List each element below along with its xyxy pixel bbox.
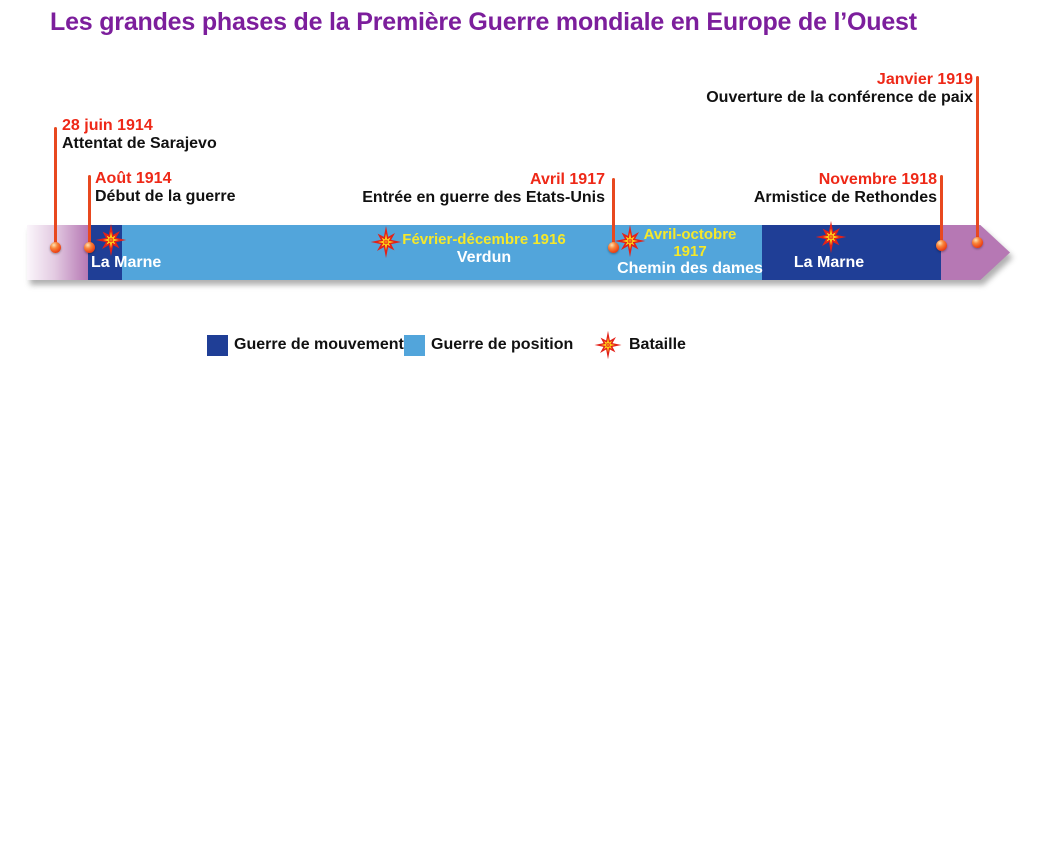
event-connector-line (976, 76, 979, 243)
battle-star-icon (593, 330, 623, 360)
legend-item-war-of-movement: Guerre de mouvement (207, 332, 404, 358)
event-connector-line (88, 175, 91, 248)
event-label: Début de la guerre (95, 188, 236, 205)
battle-star-icon (814, 220, 848, 254)
battle-label-la-marne-2: La Marne (793, 254, 865, 271)
legend-item-war-of-position: Guerre de position (404, 332, 573, 358)
battle-date-verdun: Février-décembre 1916 (402, 231, 566, 248)
battle-block-verdun: Février-décembre 1916 Verdun (392, 231, 576, 267)
event-marker-dot (84, 242, 95, 253)
event-marker-dot (50, 242, 61, 253)
phase-war-of-movement-2 (762, 225, 941, 280)
battle-star-icon (94, 223, 128, 257)
event-avril-1917: Avril 1917 Entrée en guerre des Etats-Un… (362, 171, 605, 207)
event-28-juin-1914: 28 juin 1914 Attentat de Sarajevo (62, 117, 217, 153)
event-novembre-1918: Novembre 1918 Armistice de Rethondes (754, 171, 937, 207)
legend-label: Guerre de position (431, 336, 574, 353)
battle-label-la-marne-1: La Marne (91, 254, 162, 271)
event-label: Armistice de Rethondes (753, 189, 937, 206)
battle-name-verdun: Verdun (456, 249, 512, 266)
event-date: Août 1914 (95, 170, 172, 187)
event-marker-dot (608, 242, 619, 253)
event-connector-line (54, 127, 57, 248)
event-label: Ouverture de la conférence de paix (706, 89, 973, 106)
event-label: Attentat de Sarajevo (62, 135, 217, 152)
event-date: Avril 1917 (529, 171, 605, 188)
event-date: Novembre 1918 (818, 171, 937, 188)
position-color-swatch (404, 334, 425, 356)
battle-block-chemin-des-dames: Avril-octobre 1917 Chemin des dames (610, 226, 770, 277)
event-connector-line (612, 178, 615, 248)
event-label: Entrée en guerre des Etats-Unis (362, 189, 605, 206)
battle-date-chemin-des-dames: Avril-octobre 1917 (643, 226, 737, 260)
event-aout-1914: Août 1914 Début de la guerre (95, 170, 235, 206)
event-date: 28 juin 1914 (62, 117, 153, 134)
legend-label: Bataille (629, 336, 686, 353)
phase-war-of-position (122, 225, 762, 280)
legend-item-battle: Bataille (593, 332, 686, 358)
legend-label: Guerre de mouvement (234, 336, 404, 353)
event-janvier-1919: Janvier 1919 Ouverture de la conférence … (706, 71, 973, 107)
event-date: Janvier 1919 (876, 71, 973, 88)
battle-name-chemin-des-dames: Chemin des dames (617, 260, 763, 277)
event-marker-dot (972, 237, 983, 248)
event-marker-dot (936, 240, 947, 251)
movement-color-swatch (207, 334, 228, 356)
page-title: Les grandes phases de la Première Guerre… (50, 8, 917, 36)
event-connector-line (940, 175, 943, 246)
